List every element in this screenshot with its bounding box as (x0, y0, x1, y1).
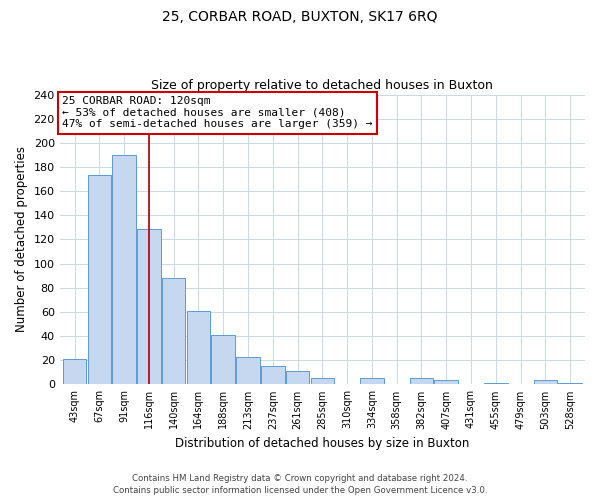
X-axis label: Distribution of detached houses by size in Buxton: Distribution of detached houses by size … (175, 437, 470, 450)
Title: Size of property relative to detached houses in Buxton: Size of property relative to detached ho… (151, 79, 493, 92)
Bar (261, 366, 284, 384)
Bar (410, 378, 433, 384)
Bar (533, 380, 557, 384)
Bar (434, 380, 458, 384)
Bar (162, 278, 185, 384)
Bar (311, 378, 334, 384)
Bar (187, 311, 210, 384)
Text: 25 CORBAR ROAD: 120sqm
← 53% of detached houses are smaller (408)
47% of semi-de: 25 CORBAR ROAD: 120sqm ← 53% of detached… (62, 96, 373, 129)
Bar (559, 383, 582, 384)
Bar (286, 371, 310, 384)
Bar (236, 356, 260, 384)
Bar (137, 228, 161, 384)
Bar (112, 155, 136, 384)
Bar (63, 359, 86, 384)
Text: 25, CORBAR ROAD, BUXTON, SK17 6RQ: 25, CORBAR ROAD, BUXTON, SK17 6RQ (162, 10, 438, 24)
Bar (88, 176, 111, 384)
Text: Contains HM Land Registry data © Crown copyright and database right 2024.
Contai: Contains HM Land Registry data © Crown c… (113, 474, 487, 495)
Y-axis label: Number of detached properties: Number of detached properties (15, 146, 28, 332)
Bar (211, 335, 235, 384)
Bar (360, 378, 383, 384)
Bar (484, 383, 508, 384)
